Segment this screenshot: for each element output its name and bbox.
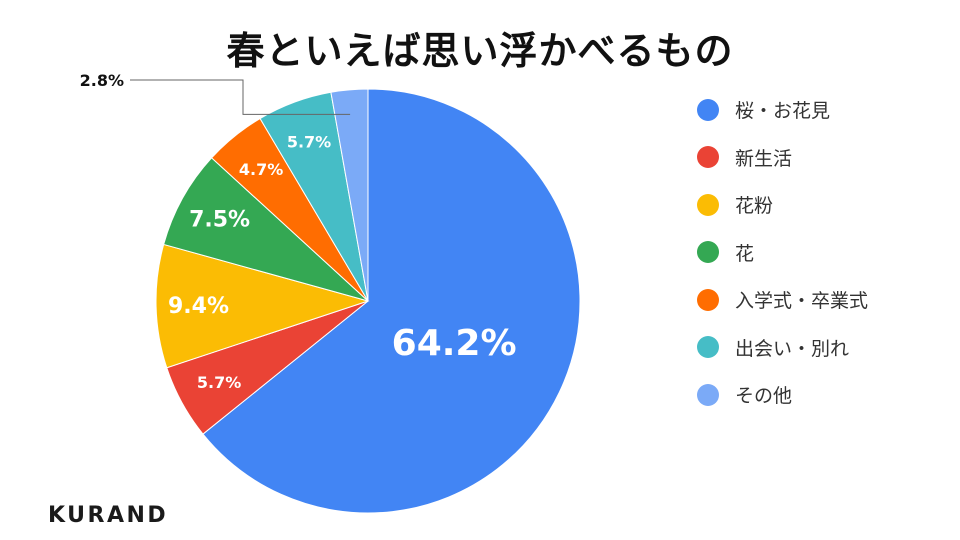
data-label-nyugaku-sotsugyo: 4.7%: [239, 160, 283, 179]
legend-swatch-nyugaku-sotsugyo: [697, 288, 719, 311]
legend-label-deai-wakare: 出会い・別れ: [735, 337, 850, 360]
data-label-sonota: 2.8%: [80, 71, 124, 90]
chart-legend: 桜・お花見新生活花粉花入学式・卒業式 出会い・別れ その他: [697, 86, 947, 419]
legend-label-nyugaku-sotsugyo: 入学式・卒業式: [735, 290, 869, 313]
legend-label-hana: 花: [735, 242, 755, 265]
chart-title: 春といえば思い浮かべるもの: [226, 29, 734, 73]
legend-item-nyugaku-sotsugyo: 入学式・卒業式: [697, 276, 947, 324]
data-label-kafun: 9.4%: [168, 294, 229, 319]
legend-label-kafun: 花粉: [735, 195, 774, 218]
data-label-shinseikatsu: 5.7%: [197, 373, 241, 392]
legend-item-sakura-ohanami: 桜・お花見: [697, 86, 947, 134]
data-label-deai-wakare: 5.7%: [287, 133, 331, 152]
legend-item-sonota: その他: [697, 371, 947, 419]
brand-logo: KURAND: [48, 503, 169, 528]
pie-slice-kafun: [155, 243, 370, 369]
pie-slice-sakura-ohanami: [202, 88, 581, 514]
legend-item-deai-wakare: 出会い・別れ: [697, 324, 947, 372]
legend-swatch-kafun: [697, 193, 719, 216]
pie-slice-sonota: [330, 88, 369, 302]
pie-slice-hana: [163, 157, 369, 302]
legend-item-hana: 花: [697, 229, 947, 277]
data-label-sakura-ohanami: 64.2%: [392, 323, 517, 364]
legend-label-sakura-ohanami: 桜・お花見: [735, 100, 831, 123]
legend-item-kafun: 花粉: [697, 181, 947, 229]
legend-swatch-deai-wakare: [697, 336, 719, 359]
legend-swatch-shinseikatsu: [697, 146, 719, 169]
legend-swatch-sakura-ohanami: [697, 98, 719, 121]
legend-label-sonota: その他: [735, 385, 793, 408]
legend-swatch-sonota: [697, 383, 719, 406]
legend-label-shinseikatsu: 新生活: [735, 147, 793, 170]
data-label-hana: 7.5%: [189, 208, 250, 233]
legend-item-shinseikatsu: 新生活: [697, 134, 947, 182]
leader-line-sonota: [130, 79, 351, 115]
legend-swatch-hana: [697, 241, 719, 264]
